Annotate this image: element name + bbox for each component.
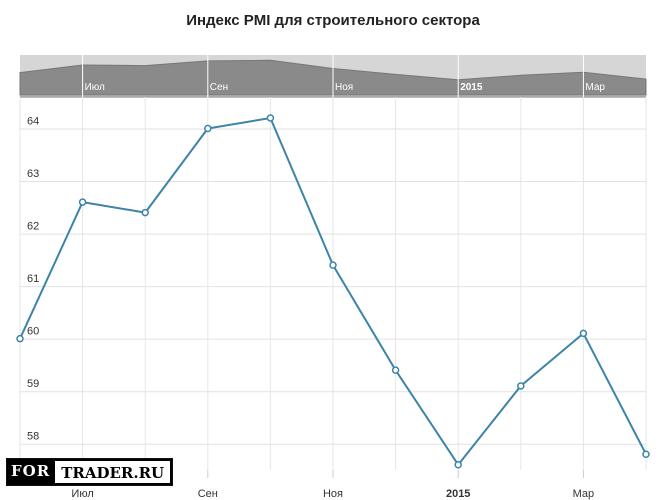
navigator-label: Июл [85,82,105,93]
x-tick-label: 2015 [446,488,470,500]
watermark-logo: FOR TRADER.RU [6,458,174,486]
data-point [642,450,650,458]
data-point [16,334,24,343]
data-point [391,366,400,374]
y-axis: 58 59 60 61 62 63 64 [27,116,39,443]
y-tick-label: 58 [27,431,39,443]
data-point [204,124,212,133]
y-tick-label: 60 [27,326,39,338]
data-point [141,208,149,217]
y-tick-label: 62 [27,221,39,233]
y-tick-label: 59 [27,378,39,390]
logo-part-2: TRADER.RU [55,461,171,483]
navigator-label: Мар [585,82,605,93]
y-tick-label: 64 [27,116,39,128]
x-tick-label: Мар [573,488,595,500]
data-point [78,198,87,206]
x-tick-label: Ноя [323,488,343,500]
y-tick-label: 63 [27,168,39,180]
navigator-label: Ноя [335,82,353,93]
data-point [579,329,588,338]
navigator-label: 2015 [460,82,483,93]
logo-part-1: FOR [7,459,56,485]
series [16,114,650,469]
data-point [266,114,275,122]
y-tick-label: 61 [27,273,39,285]
data-point [329,261,337,269]
x-axis: Июл Сен Ноя 2015 Мар [71,470,594,500]
navigator-label: Сен [210,82,228,93]
grid [19,97,647,470]
data-point [454,460,462,469]
x-tick-label: Сен [198,488,218,500]
chart-title: Индекс PMI для строительного сектора [186,12,480,29]
data-point [517,382,525,390]
navigator[interactable]: Июл Сен Ноя 2015 Мар [19,55,647,98]
x-tick-label: Июл [71,488,93,500]
